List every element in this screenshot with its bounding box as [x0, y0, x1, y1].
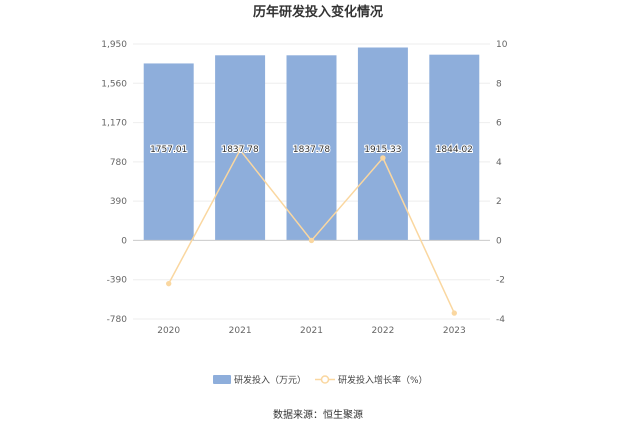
y-right-tick-label: 6: [496, 119, 502, 129]
legend-bar-label: 研发投入（万元）: [234, 374, 306, 386]
bar-data-label: 1757.01: [150, 145, 187, 155]
legend-item-bar[interactable]: 研发投入（万元）: [213, 374, 306, 386]
legend-bar-swatch: [213, 375, 231, 384]
y-left-tick-label: 1,560: [101, 79, 127, 89]
y-left-tick-label: -780: [107, 315, 128, 325]
y-left-tick-label: 1,170: [101, 119, 127, 129]
y-left-axis: 1,950 1,560 1,170 780 390 0 -390 -780: [101, 40, 127, 325]
bar-data-label: 1915.33: [364, 145, 401, 155]
line-series: [166, 147, 457, 316]
y-left-tick-label: 780: [110, 158, 127, 168]
bar: [429, 54, 480, 241]
bar: [357, 47, 408, 241]
y-right-tick-label: 0: [496, 236, 502, 246]
line-point: [237, 147, 243, 153]
source-note: 数据来源：恒生聚源: [273, 408, 363, 421]
bar: [286, 55, 337, 241]
bar-data-label: 1844.02: [436, 145, 473, 155]
line-point: [166, 280, 172, 287]
y-left-tick-label: 390: [110, 197, 127, 207]
bar-data-labels: 1757.01 1837.78 1837.78 1915.33 1844.02: [149, 144, 474, 156]
legend-line-marker: [320, 375, 330, 384]
bar-data-label: 1837.78: [293, 145, 330, 155]
y-right-tick-label: -2: [496, 276, 505, 286]
line-point: [451, 310, 457, 316]
y-left-tick-label: 0: [121, 236, 127, 246]
y-right-tick-label: -4: [496, 315, 505, 325]
y-right-tick-label: 2: [496, 197, 502, 207]
line-point: [380, 155, 386, 161]
x-tick-label: 2021: [300, 326, 323, 336]
y-left-tick-label: 1,950: [101, 40, 127, 50]
bar-series: [143, 47, 480, 241]
chart-title: 历年研发投入变化情况: [253, 4, 383, 20]
y-right-tick-label: 4: [496, 158, 502, 168]
bar-data-label: 1837.78: [221, 145, 258, 155]
y-right-tick-label: 10: [496, 40, 508, 50]
x-tick-label: 2022: [371, 326, 394, 336]
y-right-tick-label: 8: [496, 79, 502, 89]
legend[interactable]: 研发投入（万元） 研发投入增长率（%）: [213, 374, 428, 386]
x-axis: 2020 2021 2021 2022 2023: [157, 326, 466, 336]
x-tick-label: 2023: [443, 326, 466, 336]
legend-item-line[interactable]: 研发投入增长率（%）: [315, 374, 428, 386]
y-left-tick-label: -390: [107, 276, 128, 286]
y-right-axis: 10 8 6 4 2 0 -2 -4: [496, 40, 508, 325]
x-tick-label: 2020: [157, 326, 180, 336]
bar: [143, 63, 194, 241]
legend-line-label: 研发投入增长率（%）: [338, 374, 428, 386]
line-point: [308, 237, 315, 244]
x-tick-label: 2021: [229, 326, 252, 336]
